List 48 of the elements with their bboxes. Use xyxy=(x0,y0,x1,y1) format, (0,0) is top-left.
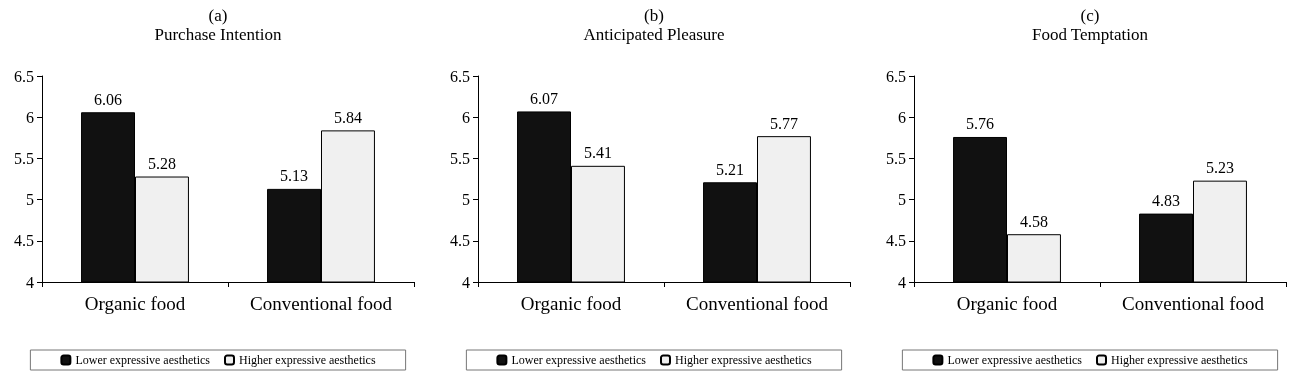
x-tick-label: Conventional food xyxy=(250,293,393,314)
y-tick-label: 6 xyxy=(898,108,906,126)
data-label: 6.07 xyxy=(530,89,559,107)
y-tick-label: 6.5 xyxy=(450,67,470,85)
chart-subtitle: Food Temptation xyxy=(1031,25,1149,44)
y-tick-label: 6 xyxy=(26,108,34,126)
chart-subtitle: Anticipated Pleasure xyxy=(583,25,725,44)
data-label: 5.41 xyxy=(583,144,612,162)
chart-title: (c) xyxy=(1080,6,1100,25)
data-label: 4.58 xyxy=(1019,212,1048,230)
data-label: 6.06 xyxy=(94,90,123,108)
y-tick-label: 4 xyxy=(462,273,470,291)
y-tick-label: 5 xyxy=(898,191,906,209)
y-tick-label: 5.5 xyxy=(886,149,906,167)
y-tick-label: 4.5 xyxy=(450,232,470,250)
y-tick-label: 5 xyxy=(462,191,470,209)
data-label: 5.76 xyxy=(966,115,995,133)
y-tick-label: 4 xyxy=(26,273,34,291)
chart-title: (a) xyxy=(208,6,228,25)
y-tick-label: 6.5 xyxy=(14,67,34,85)
y-tick-label: 4 xyxy=(898,273,906,291)
chart-subtitle: Purchase Intention xyxy=(154,25,282,44)
x-tick-label: Conventional food xyxy=(686,293,829,314)
legend-label: Higher expressive aesthetics xyxy=(239,353,376,367)
y-tick-label: 4.5 xyxy=(886,232,906,250)
legend-label: Lower expressive aesthetics xyxy=(75,353,211,367)
y-tick-label: 5.5 xyxy=(14,149,34,167)
y-tick-label: 4.5 xyxy=(14,232,34,250)
legend-label: Higher expressive aesthetics xyxy=(1111,353,1248,367)
x-tick-label: Organic food xyxy=(84,293,186,314)
y-tick-label: 5 xyxy=(26,191,34,209)
y-tick-label: 6 xyxy=(462,108,470,126)
legend-label: Lower expressive aesthetics xyxy=(511,353,647,367)
chart-title: (b) xyxy=(644,6,664,25)
y-tick-label: 5.5 xyxy=(450,149,470,167)
legend-label: Lower expressive aesthetics xyxy=(947,353,1083,367)
legend-label: Higher expressive aesthetics xyxy=(675,353,812,367)
y-tick-label: 6.5 xyxy=(886,67,906,85)
data-label: 5.21 xyxy=(716,160,745,178)
data-label: 5.28 xyxy=(147,155,176,173)
data-label: 5.13 xyxy=(280,167,309,185)
data-label: 4.83 xyxy=(1152,192,1181,210)
x-tick-label: Organic food xyxy=(520,293,622,314)
data-label: 5.84 xyxy=(333,108,362,126)
data-label: 5.77 xyxy=(769,114,798,132)
x-tick-label: Organic food xyxy=(956,293,1058,314)
data-label: 5.23 xyxy=(1205,159,1234,177)
x-tick-label: Conventional food xyxy=(1122,293,1265,314)
